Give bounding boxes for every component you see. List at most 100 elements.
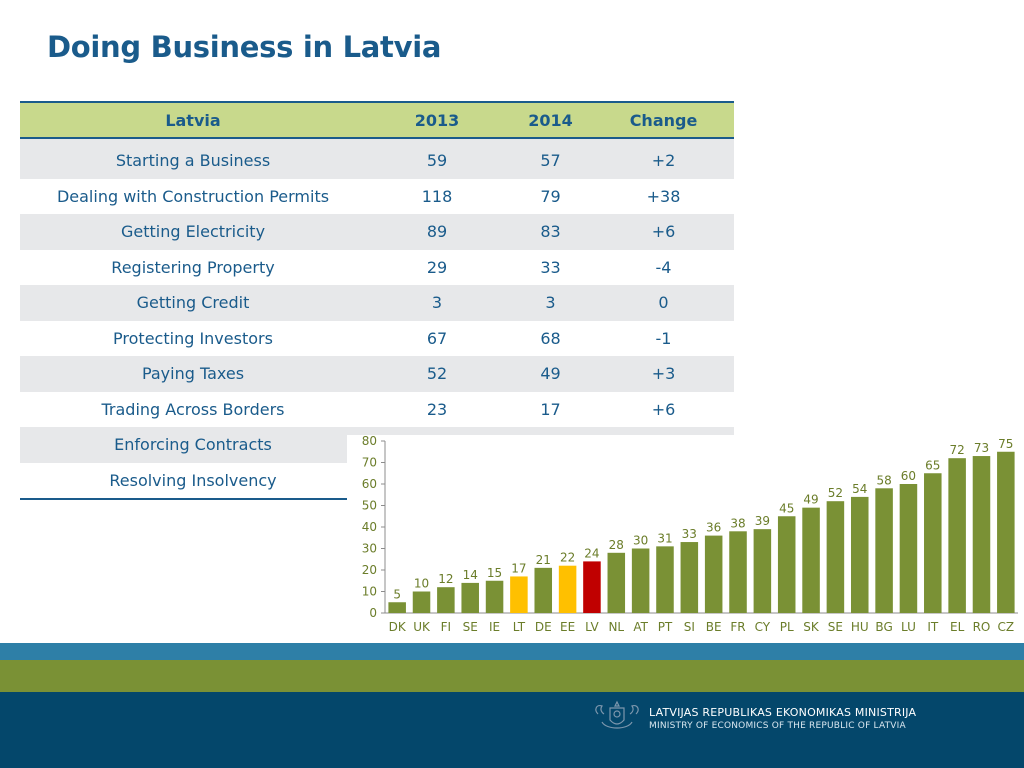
data-label: 49: [803, 493, 818, 507]
column-header-latvia: Latvia: [20, 101, 366, 139]
bar: [850, 496, 869, 613]
change-cell: +38: [646, 186, 681, 206]
data-label: 54: [852, 482, 867, 496]
x-tick-label: RO: [973, 620, 991, 634]
bar: [583, 561, 601, 613]
bar: [534, 567, 553, 613]
indicator-cell: Trading Across Borders: [101, 399, 285, 419]
data-label: 45: [779, 501, 794, 515]
rank-2014-cell: 68: [540, 328, 561, 348]
data-label: 72: [949, 443, 964, 457]
ministry-name-latvian: LATVIJAS REPUBLIKAS EKONOMIKAS MINISTRIJ…: [649, 706, 917, 719]
rank-2014-cell: 17: [540, 399, 561, 419]
table-row: Getting Credit 3 3 0: [20, 285, 734, 321]
x-tick-label: PT: [658, 620, 673, 634]
bar: [607, 552, 626, 613]
y-tick-label: 40: [362, 520, 377, 534]
rank-2014-cell: 49: [508, 356, 593, 392]
data-label: 22: [560, 551, 575, 565]
bar: [948, 458, 966, 613]
change-cell: -4: [655, 257, 672, 277]
table-row: Getting Electricity 89 83 +6: [20, 214, 734, 250]
chart-bars: [388, 451, 1015, 613]
x-tick-label: BE: [706, 620, 722, 634]
rank-2013-cell: 52: [366, 356, 508, 392]
change-cell: -1: [655, 328, 672, 348]
bar: [485, 580, 504, 613]
table-header-row: Latvia 2013 2014 Change: [20, 101, 734, 139]
data-label: 39: [755, 514, 770, 528]
bar: [437, 587, 455, 613]
bar: [972, 456, 991, 613]
change-cell: +2: [593, 138, 734, 179]
rank-2013-cell: 3: [366, 285, 508, 321]
x-tick-label: EL: [950, 620, 965, 634]
x-tick-label: SE: [463, 620, 478, 634]
table-row: Starting a Business 59 57 +2: [20, 138, 734, 179]
change-cell: 0: [593, 285, 734, 321]
x-tick-label: SI: [684, 620, 695, 634]
data-label: 36: [706, 521, 721, 535]
bar: [412, 591, 431, 613]
data-label: 5: [393, 587, 401, 601]
x-tick-label: IE: [489, 620, 500, 634]
table-row: Registering Property 29 33 -4: [20, 250, 734, 286]
x-tick-label: FI: [441, 620, 451, 634]
bar: [875, 488, 893, 613]
x-tick-label: EE: [560, 620, 575, 634]
rank-2014-cell: 3: [508, 285, 593, 321]
data-label: 17: [511, 561, 526, 575]
y-tick-label: 30: [362, 542, 377, 556]
table-row: Protecting Investors 67 68 -1: [20, 321, 734, 357]
indicator-cell: Protecting Investors: [113, 328, 273, 348]
x-tick-label: SE: [828, 620, 843, 634]
y-tick-label: 20: [362, 563, 377, 577]
indicator-cell: Enforcing Contracts: [20, 427, 366, 463]
indicator-cell: Dealing with Construction Permits: [56, 186, 330, 206]
column-header-change: Change: [593, 101, 734, 139]
column-header-2014: 2014: [508, 101, 593, 139]
chart-labels: 5 DK 10 UK 12 FI 14 SE 15 IE 17 LT 21 DE 22 EE 24 LV 28 NL 3…: [389, 437, 1015, 634]
data-label: 15: [487, 566, 502, 580]
data-label: 10: [414, 577, 429, 591]
data-label: 30: [633, 534, 648, 548]
x-tick-label: SK: [803, 620, 820, 634]
coat-of-arms-icon: [595, 700, 639, 729]
data-label: 58: [876, 473, 891, 487]
indicator-cell: Registering Property: [111, 257, 275, 277]
data-label: 75: [998, 437, 1013, 451]
bar: [777, 516, 796, 613]
data-label: 24: [584, 546, 599, 560]
footer: LATVIJAS REPUBLIKAS EKONOMIKAS MINISTRIJ…: [0, 692, 1024, 768]
bar: [680, 542, 699, 613]
data-label: 12: [438, 572, 453, 586]
x-tick-label: BG: [875, 620, 892, 634]
x-tick-label: NL: [608, 620, 624, 634]
bar: [461, 582, 479, 613]
footer-band-teal: [0, 643, 1024, 660]
bar: [753, 529, 772, 613]
x-tick-label: CZ: [998, 620, 1015, 634]
column-header-2013: 2013: [366, 101, 508, 139]
change-cell: +6: [651, 399, 676, 419]
x-tick-label: UK: [413, 620, 431, 634]
page-title: Doing Business in Latvia: [47, 30, 442, 64]
data-label: 65: [925, 458, 940, 472]
data-label: 60: [901, 469, 916, 483]
x-tick-label: FR: [730, 620, 745, 634]
rank-2013-cell: 59: [366, 138, 508, 179]
country-ranking-bar-chart: 0 10 20 30 40 50 60 70 80 5 DK 10 UK 12 FI 14 SE 15 IE 17 L…: [361, 434, 1018, 634]
rank-2013-cell: 23: [426, 399, 448, 419]
rank-2014-cell: 57: [508, 138, 593, 179]
bar: [631, 548, 650, 613]
data-label: 73: [974, 441, 989, 455]
x-tick-label: LT: [513, 620, 526, 634]
y-tick-label: 70: [362, 456, 377, 470]
x-tick-label: CY: [755, 620, 771, 634]
bar: [656, 546, 674, 613]
y-tick-label: 60: [362, 477, 377, 491]
bar: [704, 535, 723, 613]
indicator-cell: Paying Taxes: [20, 356, 366, 392]
rank-2013-cell: 89: [366, 214, 508, 250]
bar: [924, 473, 942, 613]
